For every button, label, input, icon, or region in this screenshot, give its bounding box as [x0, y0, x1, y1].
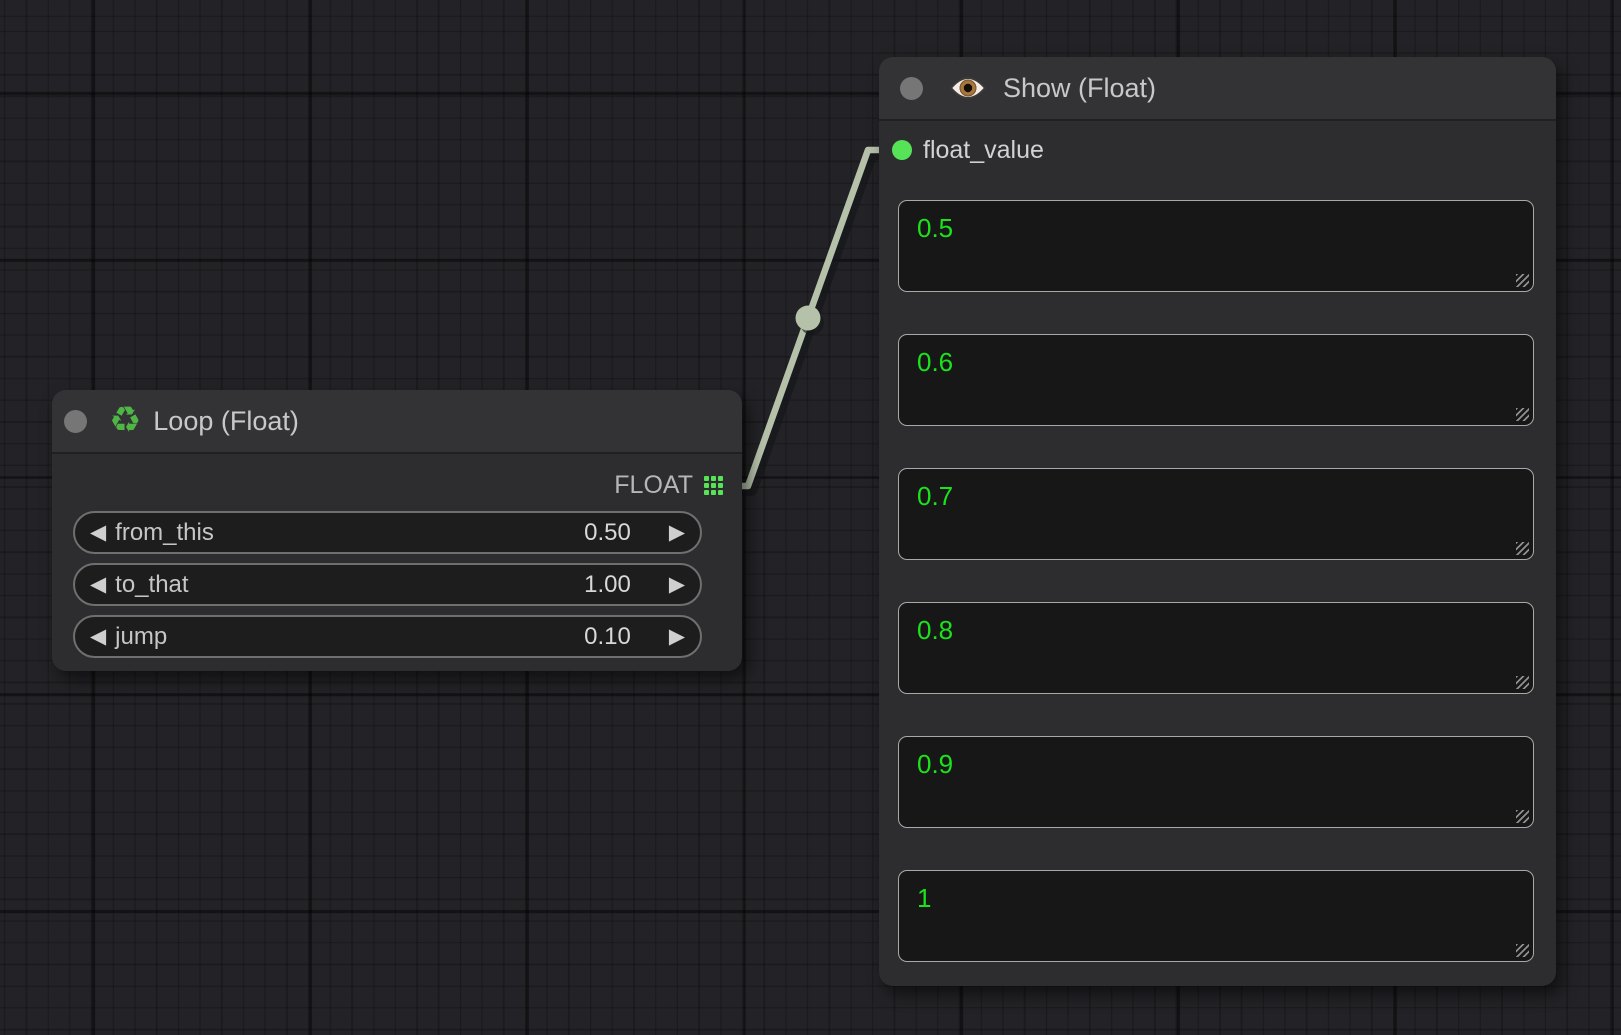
- loop-node-header: ♻ Loop (Float): [52, 390, 742, 454]
- value-box: 1: [898, 870, 1534, 962]
- value-box: 0.6: [898, 334, 1534, 426]
- input-row-float-value: float_value: [892, 135, 1044, 164]
- widget-label: to_that: [115, 570, 189, 598]
- value-box: 0.8: [898, 602, 1534, 694]
- widget-label: from_this: [115, 518, 214, 546]
- widget-from-this[interactable]: ◀ from_this 0.50 ▶: [73, 511, 702, 554]
- grid-list-icon[interactable]: [704, 475, 723, 495]
- right-arrow-icon[interactable]: ▶: [668, 624, 685, 648]
- value-box: 0.7: [898, 468, 1534, 560]
- value-textarea[interactable]: 0.5: [898, 200, 1534, 292]
- widget-to-that[interactable]: ◀ to_that 1.00 ▶: [73, 563, 702, 606]
- node-loop-float[interactable]: ♻ Loop (Float) FLOAT ◀ from_this 0.50 ▶ …: [52, 390, 742, 671]
- value-textarea[interactable]: 1: [898, 870, 1534, 962]
- left-arrow-icon[interactable]: ◀: [90, 572, 107, 596]
- input-label: float_value: [923, 135, 1044, 164]
- value-textarea[interactable]: 0.8: [898, 602, 1534, 694]
- eye-icon: [949, 77, 987, 99]
- left-arrow-icon[interactable]: ◀: [90, 520, 107, 544]
- value-textarea[interactable]: 0.6: [898, 334, 1534, 426]
- right-arrow-icon[interactable]: ▶: [668, 572, 685, 596]
- right-arrow-icon[interactable]: ▶: [668, 520, 685, 544]
- widget-jump[interactable]: ◀ jump 0.10 ▶: [73, 615, 702, 658]
- value-textarea[interactable]: 0.7: [898, 468, 1534, 560]
- node-title: Show (Float): [1003, 72, 1157, 103]
- widget-label: jump: [115, 622, 168, 650]
- value-textarea[interactable]: 0.9: [898, 736, 1534, 828]
- show-node-header: Show (Float): [879, 57, 1556, 121]
- node-show-float[interactable]: Show (Float) float_value 0.5 0.6 0.7 0.8: [879, 57, 1556, 986]
- value-textarea-stack: 0.5 0.6 0.7 0.8 0.9 1: [898, 200, 1534, 962]
- recycle-icon: ♻: [109, 400, 142, 441]
- left-arrow-icon[interactable]: ◀: [90, 624, 107, 648]
- output-label: FLOAT: [614, 470, 693, 499]
- value-box: 0.9: [898, 736, 1534, 828]
- link-reroute-dot[interactable]: [795, 305, 821, 331]
- node-title: Loop (Float): [153, 405, 299, 436]
- collapse-dot[interactable]: [64, 409, 87, 433]
- widget-value[interactable]: 0.10: [584, 622, 631, 650]
- widget-value[interactable]: 0.50: [584, 518, 631, 546]
- collapse-dot[interactable]: [900, 76, 923, 100]
- output-row-float: FLOAT: [614, 470, 723, 500]
- widget-value[interactable]: 1.00: [584, 570, 631, 598]
- input-slot-dot[interactable]: [892, 140, 912, 160]
- value-box: 0.5: [898, 200, 1534, 292]
